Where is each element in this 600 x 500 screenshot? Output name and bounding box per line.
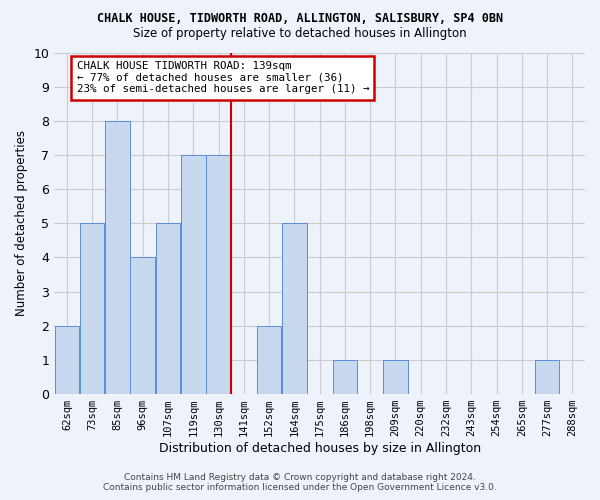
Bar [156, 224, 180, 394]
Bar [282, 224, 307, 394]
Bar [55, 326, 79, 394]
Text: CHALK HOUSE, TIDWORTH ROAD, ALLINGTON, SALISBURY, SP4 0BN: CHALK HOUSE, TIDWORTH ROAD, ALLINGTON, S… [97, 12, 503, 26]
Bar [206, 155, 231, 394]
Bar [535, 360, 559, 394]
Text: Size of property relative to detached houses in Allington: Size of property relative to detached ho… [133, 28, 467, 40]
Bar [257, 326, 281, 394]
Bar [332, 360, 357, 394]
Text: Contains HM Land Registry data © Crown copyright and database right 2024.
Contai: Contains HM Land Registry data © Crown c… [103, 473, 497, 492]
Bar [105, 121, 130, 394]
X-axis label: Distribution of detached houses by size in Allington: Distribution of detached houses by size … [158, 442, 481, 455]
Bar [181, 155, 206, 394]
Bar [130, 258, 155, 394]
Y-axis label: Number of detached properties: Number of detached properties [15, 130, 28, 316]
Bar [383, 360, 408, 394]
Bar [80, 224, 104, 394]
Text: CHALK HOUSE TIDWORTH ROAD: 139sqm
← 77% of detached houses are smaller (36)
23% : CHALK HOUSE TIDWORTH ROAD: 139sqm ← 77% … [77, 61, 369, 94]
